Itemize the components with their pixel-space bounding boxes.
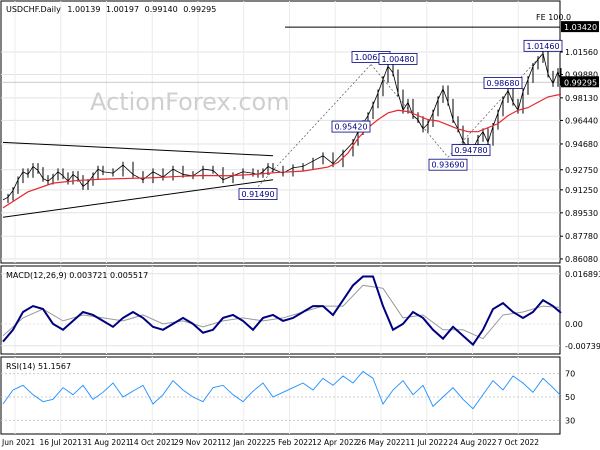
macd-tick-label: -0.007393: [565, 342, 600, 351]
y-tick-label: 0.94680: [565, 140, 598, 149]
macd-tick-label: 0.00: [565, 320, 583, 329]
price-series: [2, 49, 562, 209]
price-header: USDCHF.Daily 1.00139 1.00197 0.99140 0.9…: [6, 5, 216, 14]
x-tick-label: 26 May 2022: [357, 438, 406, 447]
x-tick-label: 14 Oct 2021: [129, 438, 176, 447]
price-annotation-box: [378, 53, 418, 65]
y-axis-labels: 1.01560 0.99880 0.98130 0.96440 0.94680 0.927…: [560, 21, 599, 264]
x-tick-label: 25 Feb 2022: [266, 438, 313, 447]
x-tick-label: 7 Oct 2022: [497, 438, 539, 447]
rsi-line: [2, 370, 562, 410]
y-tick-label: 0.92750: [565, 166, 598, 175]
last-price-label: 0.99295: [564, 78, 597, 87]
x-tick-label: 11 Jul 2022: [406, 438, 449, 447]
y-tick-label: 0.96440: [565, 116, 598, 125]
y-tick-label: 0.98130: [565, 94, 598, 103]
moving-average-line: [2, 93, 562, 209]
price-annotation-label: 1.00630: [354, 53, 387, 62]
rsi-tick-label: 30: [565, 416, 575, 425]
price-annotation-box: [238, 188, 278, 201]
trendline: [447, 53, 544, 158]
x-tick-label: 29 Nov 2021: [174, 438, 222, 447]
fib-price-box: [561, 21, 599, 33]
x-tick-label: 16 Jul 2021: [40, 438, 83, 447]
rsi-tick-label: 70: [565, 370, 575, 379]
y-tick-label: 1.01560: [565, 48, 598, 57]
trendline: [2, 179, 274, 218]
watermark: ActionForex.com: [90, 88, 290, 116]
ohlc-close: 0.99295: [183, 5, 216, 14]
price-annotation-label: 0.93690: [431, 161, 464, 170]
price-annotation-box: [483, 77, 523, 89]
macd-line: [2, 275, 562, 347]
price-annotation-label: 0.98680: [486, 79, 519, 88]
macd-series: 0.016893 0.00 -0.007393: [1, 270, 600, 351]
fib-price-label: 1.03420: [564, 23, 597, 32]
rsi-tick-label: 50: [565, 393, 575, 402]
grid-lines: [1, 1, 560, 434]
price-annotation-box: [428, 158, 468, 171]
price-annotation-label: 0.94780: [454, 146, 487, 155]
price-annotation-label: 1.01460: [526, 42, 559, 51]
x-tick-label: 2 Jun 2021: [0, 438, 35, 447]
macd-header: MACD(12,26,9) 0.003721 0.005517: [6, 271, 148, 280]
x-tick-label: 24 Aug 2022: [448, 438, 496, 447]
symbol-label: USDCHF.Daily: [6, 5, 61, 14]
rsi-series: 70 50 30: [1, 370, 575, 425]
macd-tick-label: 0.016893: [565, 270, 600, 279]
trendlines: [2, 26, 560, 218]
y-tick-label: 0.91250: [565, 186, 598, 195]
trendline: [2, 141, 274, 157]
price-annotation-label: 1.00480: [381, 55, 414, 64]
x-tick-label: 12 Apr 2022: [312, 438, 359, 447]
price-panel-frame: [0, 0, 561, 264]
price-annotation-label: 0.91490: [241, 190, 274, 199]
ohlc-low: 0.99140: [145, 5, 178, 14]
fib-label: FE 100.0: [536, 13, 571, 22]
price-annotation-box: [523, 39, 563, 52]
price-annotation-box: [331, 120, 371, 133]
ohlc-open: 1.00139: [67, 5, 100, 14]
y-tick-label: 0.99880: [565, 70, 598, 79]
y-tick-label: 0.87780: [565, 232, 598, 241]
last-price-box: [561, 76, 599, 88]
x-tick-label: 12 Jan 2022: [221, 438, 266, 447]
price-line: [2, 52, 562, 201]
ohlc-high: 1.00197: [106, 5, 139, 14]
x-tick-label: 31 Aug 2021: [82, 438, 130, 447]
trendline: [370, 64, 449, 158]
rsi-header: RSI(14) 51.1567: [6, 362, 71, 371]
price-annotation-label: 0.95420: [334, 123, 367, 132]
macd-signal-line: [2, 284, 562, 340]
rsi-panel-frame: [0, 356, 561, 435]
y-tick-label: 0.89530: [565, 209, 598, 218]
price-annotation-box: [451, 144, 491, 157]
macd-panel-frame: [0, 265, 561, 355]
y-tick-label: 0.86080: [565, 255, 598, 264]
